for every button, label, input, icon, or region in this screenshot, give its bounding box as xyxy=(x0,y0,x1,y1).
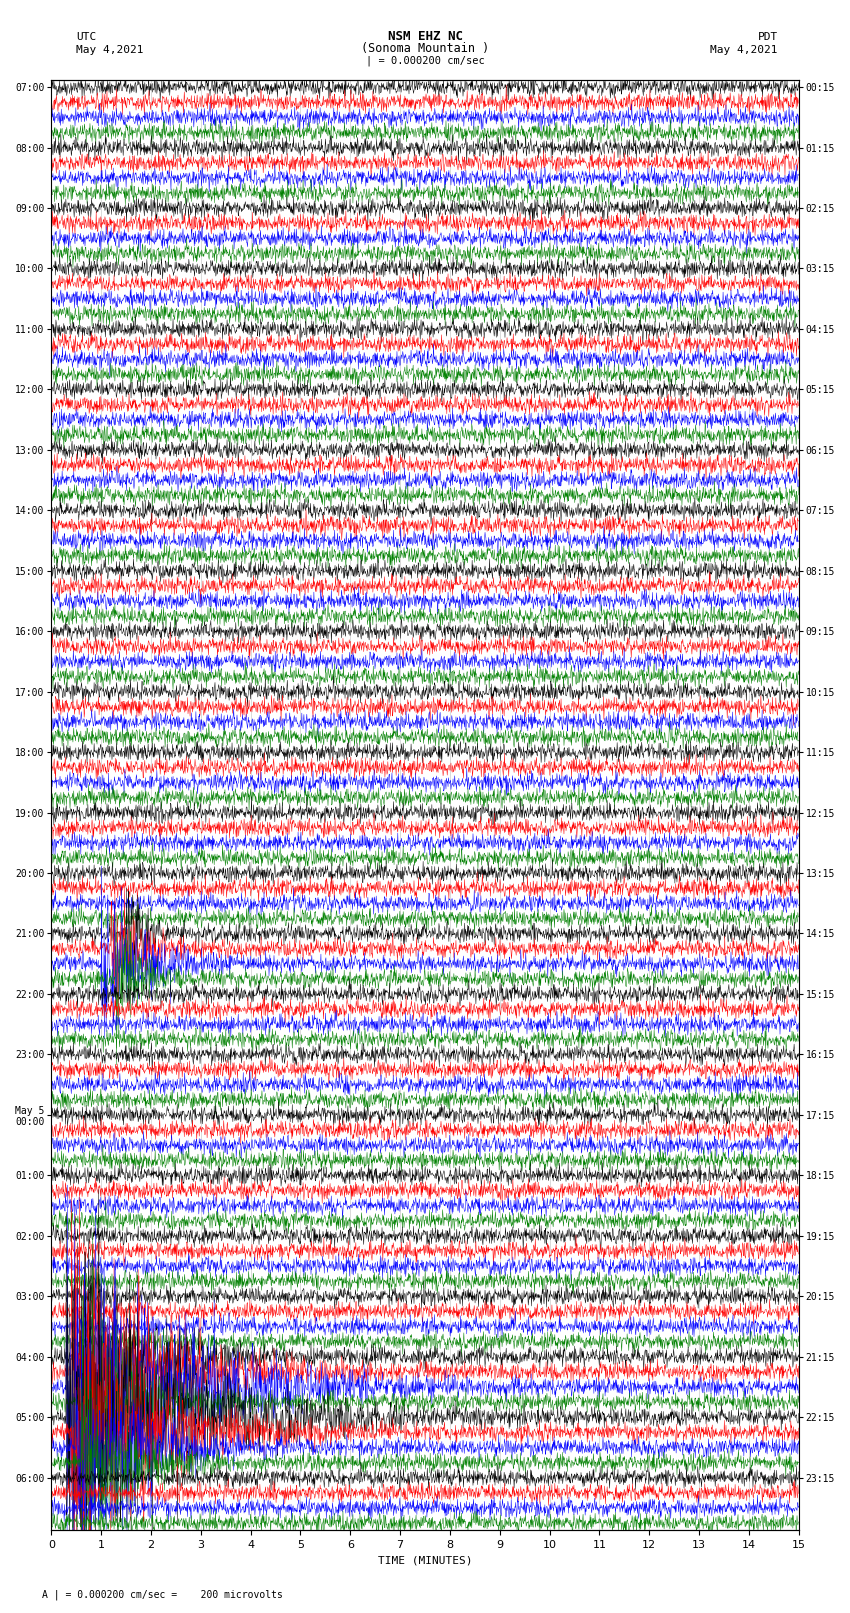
Text: (Sonoma Mountain ): (Sonoma Mountain ) xyxy=(361,42,489,55)
Text: | = 0.000200 cm/sec: | = 0.000200 cm/sec xyxy=(366,55,484,66)
Text: UTC: UTC xyxy=(76,32,97,42)
Text: A | = 0.000200 cm/sec =    200 microvolts: A | = 0.000200 cm/sec = 200 microvolts xyxy=(42,1589,283,1600)
X-axis label: TIME (MINUTES): TIME (MINUTES) xyxy=(377,1557,473,1566)
Text: May 4,2021: May 4,2021 xyxy=(76,45,144,55)
Text: NSM EHZ NC: NSM EHZ NC xyxy=(388,29,462,44)
Text: PDT: PDT xyxy=(757,32,778,42)
Text: May 4,2021: May 4,2021 xyxy=(711,45,778,55)
